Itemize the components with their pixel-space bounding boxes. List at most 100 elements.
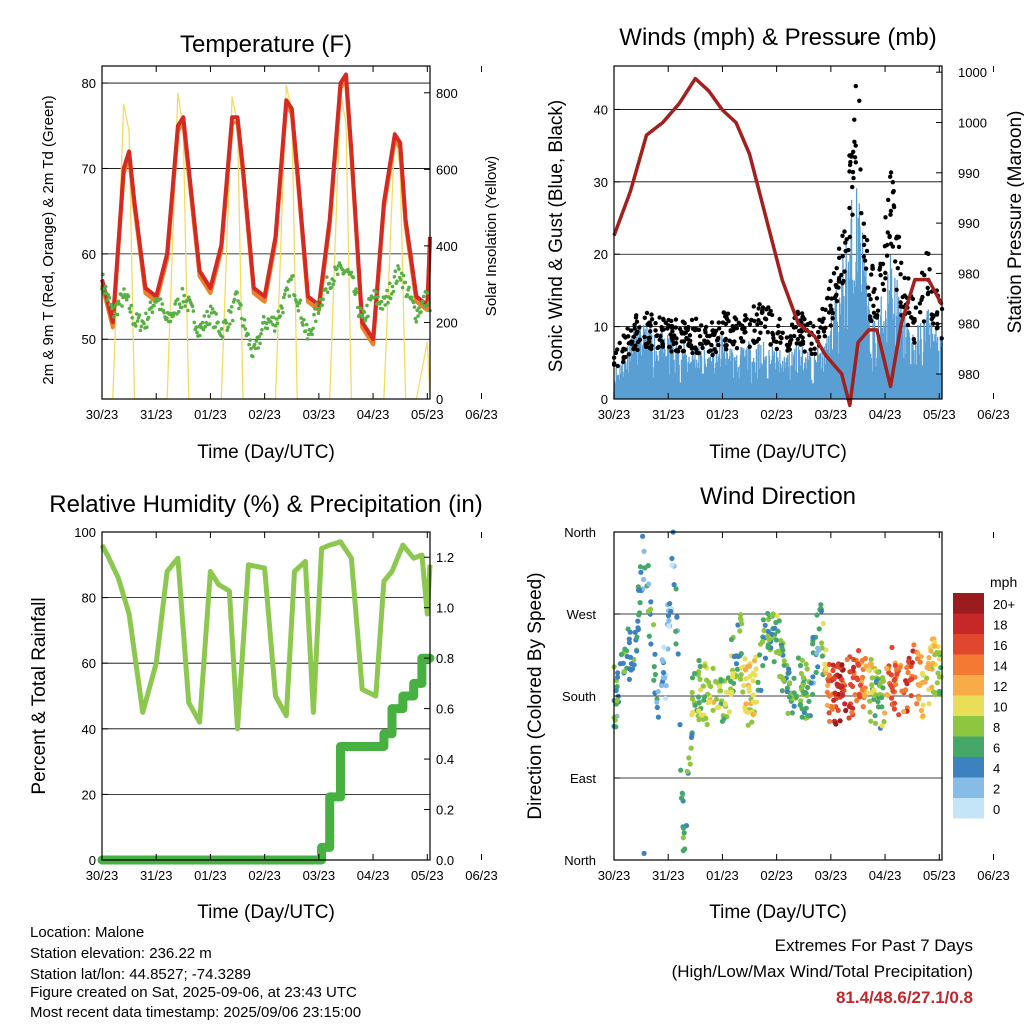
dewpoint-point bbox=[379, 299, 384, 304]
direction-point bbox=[626, 640, 633, 646]
gust-point bbox=[647, 335, 652, 341]
direction-point bbox=[769, 631, 775, 637]
winds-ytick-label: 10 bbox=[594, 320, 608, 335]
gust-point bbox=[798, 342, 803, 347]
direction-point bbox=[917, 682, 923, 689]
dewpoint-point bbox=[416, 314, 420, 318]
direction-point bbox=[674, 614, 680, 620]
direction-point bbox=[749, 719, 755, 725]
legend-swatch bbox=[953, 757, 984, 778]
dewpoint-point bbox=[220, 335, 225, 339]
dewpoint-point bbox=[388, 281, 392, 286]
dewpoint-point bbox=[137, 313, 142, 317]
direction-point bbox=[789, 710, 795, 716]
dewpoint-point bbox=[318, 297, 323, 302]
direction-point bbox=[648, 599, 654, 605]
dewpoint-point bbox=[340, 267, 345, 272]
direction-point bbox=[844, 656, 850, 663]
dewpoint-point bbox=[207, 314, 211, 319]
direction-point bbox=[626, 676, 633, 683]
gust-point bbox=[899, 260, 904, 265]
direction-point bbox=[687, 761, 693, 767]
direction-point bbox=[888, 695, 895, 701]
gust-point bbox=[855, 39, 860, 44]
dewpoint-point bbox=[126, 294, 131, 299]
dewpoint-point bbox=[142, 321, 146, 326]
direction-point bbox=[911, 642, 917, 648]
gust-point bbox=[647, 322, 653, 327]
dewpoint-point bbox=[278, 314, 283, 318]
direction-point bbox=[791, 703, 797, 709]
dewpoint-point bbox=[146, 315, 151, 320]
gust-point bbox=[688, 338, 693, 343]
direction-point bbox=[745, 709, 751, 715]
dewpoint-point bbox=[235, 290, 239, 295]
direction-ytick-label: West bbox=[567, 607, 597, 622]
direction-point bbox=[867, 698, 873, 704]
legend-label: 0 bbox=[993, 802, 1000, 817]
gust-point bbox=[800, 314, 805, 320]
direction-point bbox=[825, 682, 831, 689]
direction-point bbox=[615, 674, 621, 680]
direction-point bbox=[677, 722, 683, 728]
direction-point bbox=[825, 678, 832, 684]
direction-point bbox=[689, 696, 696, 702]
gust-point bbox=[755, 322, 760, 327]
direction-point bbox=[680, 825, 687, 831]
direction-point bbox=[750, 692, 756, 698]
direction-point bbox=[750, 678, 756, 684]
direction-point bbox=[871, 696, 877, 702]
dewpoint-point bbox=[397, 267, 401, 271]
winds-plot bbox=[611, 39, 945, 408]
gust-point bbox=[850, 169, 856, 175]
dewpoint-point bbox=[419, 310, 423, 314]
direction-point bbox=[651, 664, 657, 670]
direction-point bbox=[908, 693, 914, 699]
direction-point bbox=[830, 667, 836, 674]
dewpoint-point bbox=[269, 320, 273, 324]
gust-point bbox=[799, 311, 805, 316]
winds-ytick-right-label: 990 bbox=[958, 216, 980, 231]
direction-point bbox=[872, 713, 878, 719]
dewpoint-point bbox=[285, 287, 290, 292]
dewpoint-point bbox=[296, 308, 301, 313]
direction-point bbox=[637, 564, 644, 570]
direction-point bbox=[614, 684, 620, 690]
dewpoint-point bbox=[294, 300, 299, 304]
dewpoint-point bbox=[313, 306, 317, 311]
direction-point bbox=[835, 707, 841, 714]
direction-point bbox=[873, 678, 880, 684]
dewpoint-point bbox=[271, 322, 275, 327]
gust-point bbox=[642, 315, 647, 320]
gust-point bbox=[708, 348, 713, 353]
direction-point bbox=[892, 676, 898, 682]
dewpoint-point bbox=[393, 269, 398, 274]
gust-point bbox=[924, 250, 929, 256]
gust-point bbox=[929, 312, 934, 317]
gust-point bbox=[743, 313, 748, 318]
dewpoint-point bbox=[251, 354, 255, 359]
dewpoint-point bbox=[420, 299, 425, 304]
gust-point bbox=[798, 333, 803, 339]
gust-point bbox=[770, 332, 776, 337]
dewpoint-point bbox=[391, 289, 396, 294]
temperature-xtick-label: 01/23 bbox=[194, 407, 227, 422]
legend-label: 14 bbox=[993, 659, 1007, 674]
direction-point bbox=[738, 672, 744, 678]
dewpoint-point bbox=[120, 304, 124, 308]
gust-point bbox=[853, 143, 858, 148]
direction-point bbox=[878, 695, 885, 701]
dewpoint-point bbox=[272, 315, 276, 320]
direction-panel: Wind Direction NorthEastSouthWestNorth30… bbox=[525, 483, 1017, 923]
direction-point bbox=[721, 716, 727, 722]
direction-point bbox=[753, 666, 759, 672]
dewpoint-point bbox=[358, 306, 363, 311]
direction-point bbox=[798, 670, 805, 677]
winds-ytick-label: 0 bbox=[601, 392, 608, 407]
direction-point bbox=[678, 767, 684, 773]
dewpoint-point bbox=[316, 311, 321, 316]
direction-point bbox=[859, 687, 865, 693]
direction-point bbox=[929, 684, 935, 690]
gust-point bbox=[793, 324, 798, 330]
dewpoint-point bbox=[329, 285, 334, 290]
